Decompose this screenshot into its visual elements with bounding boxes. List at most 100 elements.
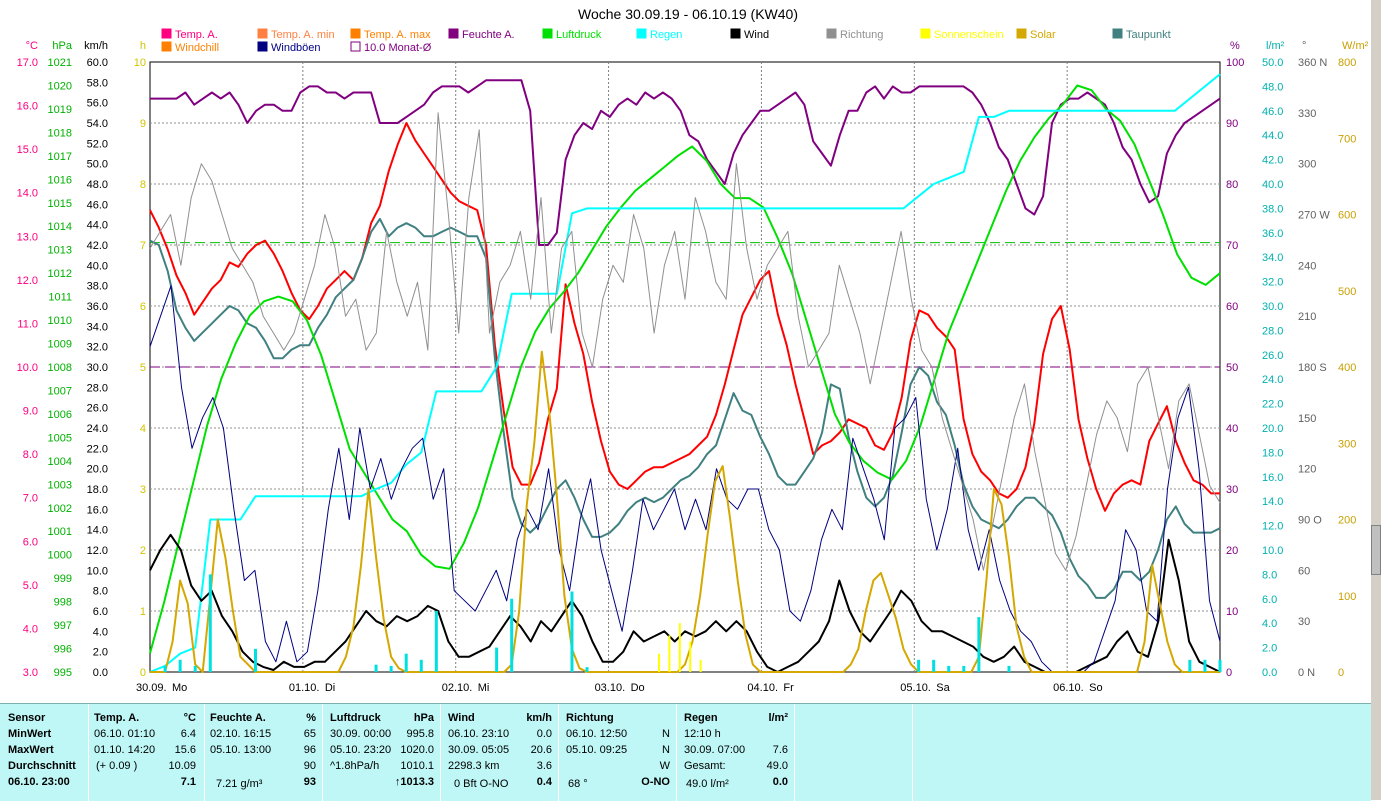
legend-swatch	[1016, 28, 1027, 39]
stats-temp-current: 7.1	[180, 776, 196, 788]
rain-axis-tick: 10.0	[1262, 545, 1283, 557]
temp-axis-tick: 4.0	[23, 623, 38, 635]
solar-axis-tick: 100	[1338, 591, 1356, 603]
temp-axis-tick: 9.0	[23, 406, 38, 418]
rain-axis-tick: 30.0	[1262, 301, 1283, 313]
humidity-axis-tick: 10	[1226, 606, 1238, 618]
stats-temp-unit: °C	[183, 712, 196, 724]
stats-direction-min: N	[662, 728, 670, 740]
x-tick-day: Di	[325, 682, 335, 694]
pressure-axis-tick: 1013	[48, 245, 72, 257]
legend-swatch	[730, 28, 741, 39]
wind-axis-tick: 60.0	[87, 57, 108, 69]
stats-direction-min-time: 06.10. 12:50	[566, 728, 628, 740]
rain-axis-tick: 2.0	[1262, 643, 1277, 655]
stats-wind-avg: 3.6	[536, 760, 552, 772]
solar-axis-tick: 400	[1338, 362, 1356, 374]
scrollbar[interactable]	[1371, 0, 1381, 800]
stats-direction-max: N	[662, 744, 670, 756]
rain-axis-tick: 50.0	[1262, 57, 1283, 69]
rain-axis-tick: 24.0	[1262, 374, 1283, 386]
wind-axis-tick: 18.0	[87, 484, 108, 496]
legend-label: Feuchte A.	[462, 29, 515, 41]
wind-axis-tick: 44.0	[87, 220, 108, 232]
pressure-axis-tick: 998	[54, 597, 72, 609]
legend-swatch	[542, 28, 553, 39]
temp-axis-tick: 5.0	[23, 580, 38, 592]
humidity-axis-tick: 0	[1226, 667, 1232, 679]
pressure-axis-tick: 1004	[48, 456, 72, 468]
weather-chart: Woche 30.09.19 - 06.10.19 (KW40) Temp. A…	[16, 6, 1369, 694]
solar-axis-tick: 700	[1338, 133, 1356, 145]
wind-axis-unit: km/h	[84, 40, 108, 52]
rain-axis-tick: 34.0	[1262, 252, 1283, 264]
solar-axis-tick: 300	[1338, 438, 1356, 450]
wind-axis-tick: 34.0	[87, 321, 108, 333]
wind-axis-tick: 42.0	[87, 240, 108, 252]
temp-axis-tick: 7.0	[23, 493, 38, 505]
solar-axis-tick: 0	[1338, 667, 1344, 679]
rain-axis-tick: 32.0	[1262, 277, 1283, 289]
sun-axis-tick: 8	[140, 179, 146, 191]
humidity-axis-tick: 70	[1226, 240, 1238, 252]
temp-axis-tick: 11.0	[17, 318, 38, 330]
stats-pressure-avg: 1010.1	[400, 760, 434, 772]
wind-axis-tick: 0.0	[93, 667, 108, 679]
direction-axis-tick: 270 W	[1298, 210, 1330, 222]
series-feuchte-a	[150, 79, 1221, 246]
sun-axis-tick: 5	[140, 362, 146, 374]
stats-temp-header: Temp. A.	[94, 712, 140, 724]
pressure-axis-tick: 1007	[48, 385, 72, 397]
stats-pressure-min-time: 30.09. 00:00	[330, 728, 392, 740]
legend-swatch	[1112, 28, 1123, 39]
stats-col-temp: Temp. A. °C 06.10. 01:10 6.4 01.10. 14:2…	[88, 704, 205, 801]
wind-axis-tick: 58.0	[87, 77, 108, 89]
wind-axis-tick: 38.0	[87, 281, 108, 293]
stats-rain-total: 49.0	[766, 760, 788, 772]
stats-col-direction: Richtung 06.10. 12:50 N 05.10. 09:25 N W…	[558, 704, 677, 801]
x-axis-labels: 30.09. Mo 01.10. Di 02.10. Mi 03.10. Do 04.10. Fr…	[136, 682, 1103, 694]
legend-label: Taupunkt	[1126, 29, 1171, 41]
plot-area	[149, 61, 1222, 673]
pressure-axis-tick: 997	[54, 620, 72, 632]
direction-axis-unit: °	[1302, 40, 1306, 52]
pressure-axis-tick: 1017	[48, 151, 72, 163]
stats-pressure-current: ↑1013.3	[394, 776, 434, 788]
stats-direction-deg: 68 °	[568, 778, 588, 790]
pressure-axis-tick: 1000	[48, 550, 72, 562]
x-tick-date: 02.10.	[442, 682, 473, 694]
stats-col-pressure: Luftdruck hPa 30.09. 00:00 995.8 05.10. …	[322, 704, 441, 801]
stats-col-humidity: Feuchte A. % 02.10. 16:15 65 05.10. 13:0…	[204, 704, 323, 801]
pressure-axis-tick: 1003	[48, 479, 72, 491]
stats-rain-unit: l/m²	[768, 712, 788, 724]
x-tick-day: Sa	[936, 682, 950, 694]
x-tick-date: 06.10.	[1053, 682, 1084, 694]
stats-rain-week: 49.0 l/m²	[686, 778, 729, 790]
direction-axis-tick: 240	[1298, 260, 1316, 272]
series-luftdruck	[149, 84, 1221, 654]
rain-axis-tick: 44.0	[1262, 130, 1283, 142]
stats-col-empty	[794, 704, 913, 801]
stats-temp-min-time: 06.10. 01:10	[94, 728, 156, 740]
scrollbar-thumb[interactable]	[1371, 525, 1381, 575]
wind-axis-tick: 24.0	[87, 423, 108, 435]
x-tick-date: 03.10.	[595, 682, 626, 694]
pressure-axis-tick: 1019	[48, 104, 72, 116]
stats-humidity-current: 93	[303, 776, 316, 788]
series-regen	[149, 73, 1221, 673]
legend-label: Sonnenschein	[934, 29, 1004, 41]
x-tick-date: 01.10.	[289, 682, 320, 694]
temp-axis-tick: 15.0	[17, 144, 38, 156]
stats-label-max: MaxWert	[8, 744, 54, 756]
direction-axis-tick: 180 S	[1298, 362, 1327, 374]
wind-axis-tick: 52.0	[87, 138, 108, 150]
rain-axis-tick: 46.0	[1262, 106, 1283, 118]
stats-pressure-min: 995.8	[406, 728, 434, 740]
legend: Temp. A. Temp. A. min Temp. A. max Feuchte …	[161, 28, 1171, 54]
humidity-axis-tick: 90	[1226, 118, 1238, 130]
pressure-axis-tick: 1016	[48, 174, 72, 186]
legend-label: Temp. A.	[175, 29, 218, 41]
sun-axis-tick: 2	[140, 545, 146, 557]
stats-wind-header: Wind	[448, 712, 475, 724]
humidity-axis-tick: 80	[1226, 179, 1238, 191]
